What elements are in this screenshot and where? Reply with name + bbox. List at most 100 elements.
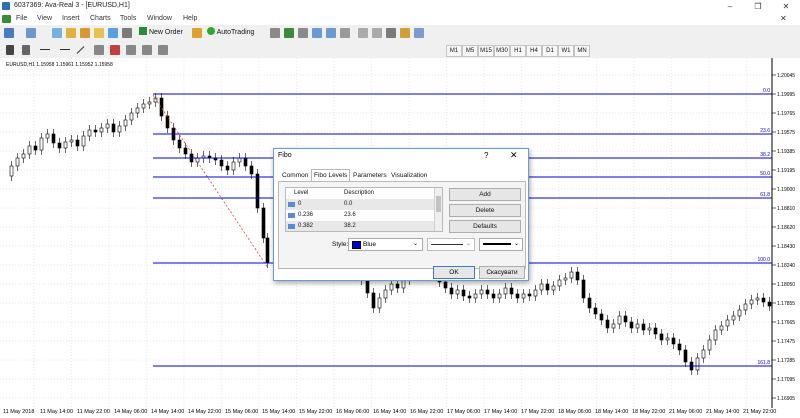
navigator-icon[interactable] — [80, 28, 90, 38]
timeframe-h4[interactable]: H4 — [526, 45, 542, 57]
metaeditor-icon[interactable] — [192, 28, 202, 38]
menu-tools[interactable]: Tools — [120, 15, 137, 22]
cancel-button[interactable]: Скасувати — [479, 266, 525, 279]
text-icon[interactable] — [126, 45, 136, 55]
fibo-dialog: Fibo ? ✕ Common Fibo Levels Parameters V… — [273, 148, 529, 281]
close-chart-button[interactable]: ✕ — [780, 14, 787, 23]
time-label: 15 May 22:00 — [299, 409, 333, 415]
menu-file[interactable]: File — [16, 15, 28, 22]
candle-body — [509, 287, 514, 295]
market-watch-icon[interactable] — [52, 28, 62, 38]
strategy-tester-icon[interactable] — [108, 28, 118, 38]
ok-button[interactable]: OK — [433, 266, 475, 279]
level-value[interactable]: 0 — [298, 201, 302, 207]
menu-view[interactable]: View — [37, 15, 53, 22]
fibo-trendline[interactable] — [152, 94, 269, 269]
level-description[interactable]: 23.6 — [344, 212, 356, 218]
chart-shift-icon[interactable] — [358, 28, 368, 38]
templates-icon[interactable] — [414, 28, 424, 38]
candle-body — [665, 337, 670, 341]
cursor-icon[interactable] — [6, 45, 14, 55]
new-chart-icon[interactable] — [4, 28, 14, 38]
table-row[interactable] — [286, 210, 434, 221]
timeframe-m15[interactable]: M15 — [478, 45, 494, 57]
candle-body — [225, 165, 230, 171]
menu-window[interactable]: Window — [147, 15, 172, 22]
tab-common[interactable]: Common — [282, 172, 309, 179]
level-value[interactable]: 0.382 — [298, 223, 314, 229]
timeframe-m5[interactable]: M5 — [462, 45, 478, 57]
data-window-icon[interactable] — [66, 28, 76, 38]
line-width-preview — [483, 243, 511, 245]
column-header-description[interactable]: Description — [344, 190, 375, 196]
dialog-close-button[interactable]: ✕ — [510, 150, 518, 160]
levels-table[interactable]: Level Description 0 0.0 0.236 23.6 0.382… — [285, 187, 443, 232]
menu-insert[interactable]: Insert — [62, 15, 80, 22]
table-scrollbar[interactable] — [434, 188, 442, 231]
text-label-icon[interactable] — [142, 45, 152, 55]
time-label: 18 May 14:00 — [595, 409, 629, 415]
add-level-button[interactable]: Add — [449, 188, 521, 201]
table-row[interactable] — [286, 199, 434, 210]
price-label: 1.17855 — [777, 301, 795, 307]
price-label: 1.18620 — [777, 225, 795, 231]
new-order-button[interactable]: New Order — [139, 27, 187, 39]
periods-icon[interactable] — [400, 28, 410, 38]
tile-windows-icon[interactable] — [340, 28, 350, 38]
timeframe-h1[interactable]: H1 — [510, 45, 526, 57]
autoscroll-icon[interactable] — [372, 28, 382, 38]
tab-parameters[interactable]: Parameters — [353, 172, 387, 179]
crosshair-icon[interactable] — [22, 45, 30, 55]
bar-chart-icon[interactable] — [270, 28, 280, 38]
line-style-select[interactable]: ⌄ — [427, 238, 475, 251]
timeframe-d1[interactable]: D1 — [542, 45, 558, 57]
restore-button[interactable]: ❐ — [754, 2, 762, 11]
trendline-icon[interactable] — [76, 46, 85, 54]
level-description[interactable]: 0.0 — [344, 201, 353, 207]
horizontal-line-icon[interactable] — [60, 49, 70, 50]
candle-body — [587, 297, 592, 309]
level-row-icon — [288, 224, 295, 229]
fibonacci-icon[interactable] — [110, 45, 120, 55]
menu-help[interactable]: Help — [183, 15, 198, 22]
table-row[interactable] — [286, 221, 434, 231]
zoom-out-icon[interactable] — [326, 28, 336, 38]
level-value[interactable]: 0.236 — [298, 212, 314, 218]
defaults-button[interactable]: Defaults — [449, 220, 521, 233]
timeframe-w1[interactable]: W1 — [558, 45, 574, 57]
timeframe-m30[interactable]: M30 — [494, 45, 510, 57]
vertical-line-icon[interactable] — [40, 49, 50, 50]
indicators-icon[interactable] — [386, 28, 396, 38]
candle-body — [159, 97, 164, 117]
tab-visualization[interactable]: Visualization — [391, 172, 428, 179]
level-description[interactable]: 38.2 — [344, 223, 356, 229]
tab-fibo-levels[interactable]: Fibo Levels — [311, 169, 351, 182]
line-width-select[interactable]: ⌄ — [479, 238, 523, 251]
candle-body — [683, 349, 688, 363]
timeframe-m1[interactable]: M1 — [446, 45, 462, 57]
time-label: 14 May 22:00 — [188, 409, 222, 415]
time-label: 21 May 06:00 — [669, 409, 703, 415]
candle-body — [153, 97, 158, 103]
minimize-button[interactable]: – — [727, 2, 733, 11]
help-button[interactable]: ? — [484, 151, 489, 160]
options-icon[interactable] — [122, 28, 132, 38]
autotrading-button[interactable]: AutoTrading — [207, 27, 262, 39]
channel-icon[interactable] — [94, 45, 104, 55]
color-select[interactable]: Blue ⌄ — [348, 238, 423, 251]
timeframe-mn[interactable]: MN — [574, 45, 590, 57]
column-header-level[interactable]: Level — [294, 190, 309, 196]
candle-body — [725, 319, 730, 327]
candle-body — [533, 289, 538, 297]
profiles-icon[interactable] — [26, 28, 36, 38]
candlesticks-icon[interactable] — [284, 28, 294, 38]
line-chart-icon[interactable] — [298, 28, 308, 38]
price-chart[interactable]: 0.0 23.6 38.2 50.0 61.8 100.0 161.8 1.20045 1.1… — [0, 58, 800, 408]
zoom-in-icon[interactable] — [312, 28, 322, 38]
delete-level-button[interactable]: Delete — [449, 204, 521, 217]
arrows-icon[interactable] — [158, 45, 168, 55]
menu-charts[interactable]: Charts — [90, 15, 111, 22]
scrollbar-thumb[interactable] — [436, 196, 441, 212]
terminal-icon[interactable] — [94, 28, 104, 38]
close-window-button[interactable]: ✕ — [782, 2, 790, 11]
